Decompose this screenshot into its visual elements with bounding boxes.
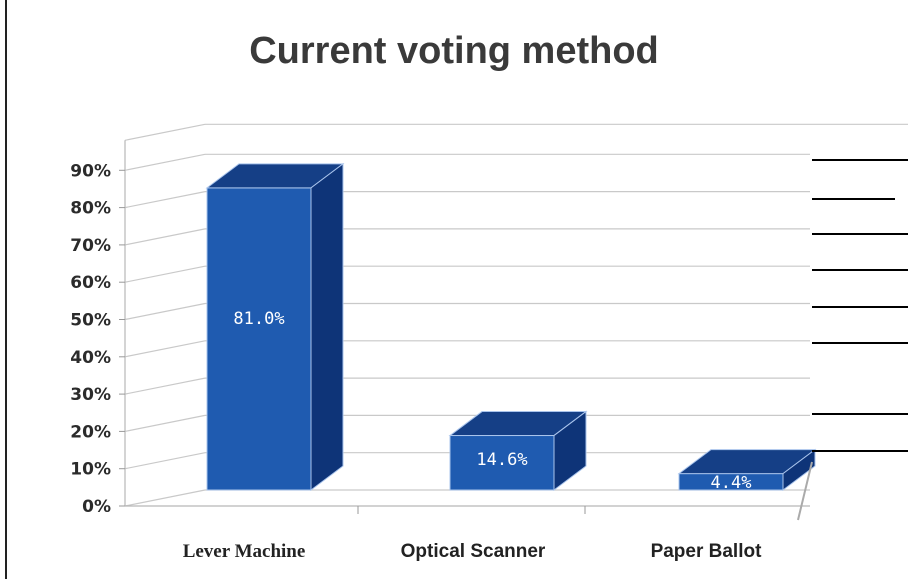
gridline-side	[124, 452, 206, 470]
bar-1: 81.0%	[205, 162, 345, 491]
bar-2: 14.6%	[448, 410, 588, 491]
gridline-side	[124, 191, 206, 209]
gridline-side	[124, 228, 206, 246]
y-tick-label: 20%	[70, 422, 111, 442]
gridline-side	[124, 414, 206, 432]
bar-side	[310, 162, 344, 491]
y-tick-label: 60%	[70, 273, 111, 293]
bar-value-label: 4.4%	[711, 473, 752, 493]
gridline-side	[124, 153, 206, 171]
floor-edge-line	[797, 461, 813, 521]
y-tick-label: 30%	[70, 385, 111, 405]
bars: 81.0% 14.6% 4.4%	[205, 162, 817, 493]
bar-side	[553, 410, 587, 491]
y-tick-label: 40%	[70, 348, 111, 368]
gridline-side	[124, 302, 206, 321]
bar-side	[782, 448, 816, 491]
gridline-side	[124, 489, 206, 507]
bar-value-label: 14.6%	[476, 450, 527, 470]
x-category-label: Paper Ballot	[651, 541, 763, 562]
bar-front	[449, 435, 555, 491]
gridline-side	[124, 123, 206, 141]
y-tick-label: 0%	[82, 497, 111, 517]
x-category-label: Optical Scanner	[401, 541, 546, 562]
bar-3: 4.4%	[677, 448, 817, 493]
x-category-label: Lever Machine	[183, 541, 306, 562]
gridline-side	[124, 340, 206, 358]
chart-decorations	[797, 159, 908, 521]
bar-value-label: 81.0%	[233, 309, 284, 329]
y-tick-label: 10%	[70, 460, 111, 480]
gridline-side	[124, 265, 206, 283]
y-axis-ticks: 0% 10% 20% 30% 40% 50% 60% 70% 80% 90%	[70, 161, 125, 517]
bar-front	[206, 187, 312, 491]
y-tick-label: 90%	[70, 161, 111, 181]
chart-title: Current voting method	[249, 30, 659, 72]
y-tick-label: 80%	[70, 199, 111, 219]
x-axis-labels: Lever Machine Optical Scanner Paper Ballot	[183, 541, 762, 562]
gridline-side	[124, 377, 206, 395]
y-tick-label: 50%	[70, 311, 111, 331]
y-tick-label: 70%	[70, 236, 111, 256]
